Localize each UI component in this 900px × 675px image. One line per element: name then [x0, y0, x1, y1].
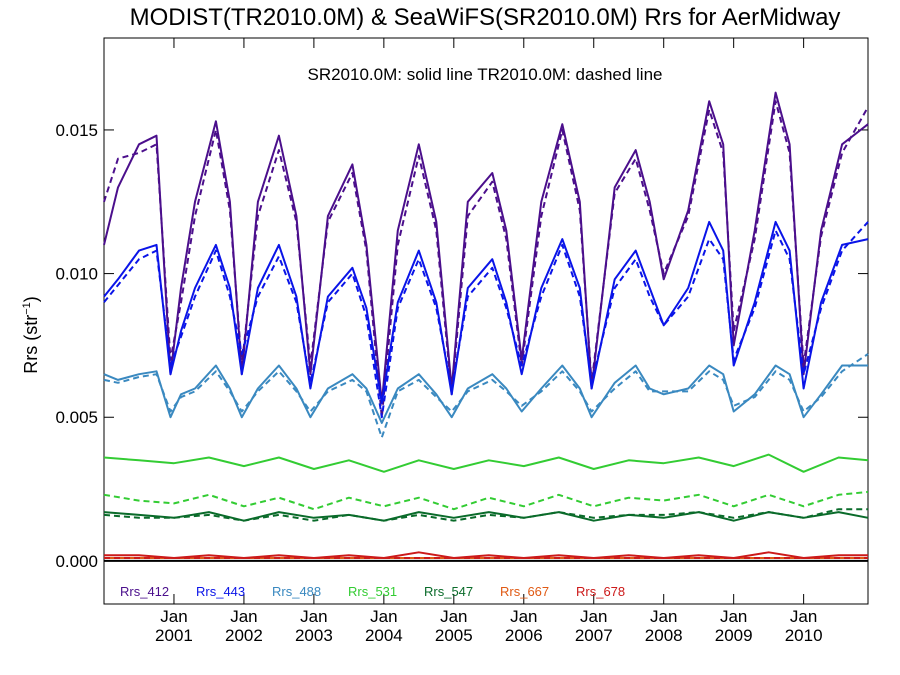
plot-layer: 0.0000.0050.0100.015Jan2001Jan2002Jan200…: [55, 37, 869, 645]
series-line-rrs-488-solid: [103, 364, 868, 424]
series-line-rrs-412-solid: [103, 91, 869, 404]
x-tick-label-month: Jan: [230, 607, 257, 626]
legend-entry-rrs-443: Rrs_443: [196, 584, 245, 599]
series-line-rrs-412-dashed: [103, 100, 869, 419]
series-line-rrs-531-dashed: [103, 490, 869, 511]
legend-entry-rrs-531: Rrs_531: [348, 584, 397, 599]
x-tick-label-year: 2010: [785, 626, 823, 645]
x-tick-label-year: 2004: [365, 626, 403, 645]
x-tick-label-month: Jan: [790, 607, 817, 626]
x-tick-label-month: Jan: [440, 607, 467, 626]
x-tick-label-year: 2001: [155, 626, 193, 645]
chart-subtitle: SR2010.0M: solid line TR2010.0M: dashed …: [307, 65, 662, 84]
series-line-rrs-547-solid: [103, 511, 869, 522]
x-tick-label-year: 2005: [435, 626, 473, 645]
y-axis-label-suffix: ): [21, 296, 41, 302]
y-tick-label: 0.005: [55, 408, 98, 427]
x-tick-label-year: 2006: [505, 626, 543, 645]
x-tick-label-year: 2007: [575, 626, 613, 645]
legend-entry-rrs-547: Rrs_547: [424, 584, 473, 599]
x-tick-label-year: 2003: [295, 626, 333, 645]
series-line-rrs-678-solid: [104, 551, 868, 559]
legend-entry-rrs-412: Rrs_412: [120, 584, 169, 599]
x-tick-label-month: Jan: [650, 607, 677, 626]
y-tick-label: 0.015: [55, 121, 98, 140]
series-line-rrs-443-dashed: [103, 221, 869, 419]
x-tick-label-month: Jan: [580, 607, 607, 626]
legend-entry-rrs-678: Rrs_678: [576, 584, 625, 599]
x-tick-label-month: Jan: [300, 607, 327, 626]
y-axis-label: Rrs (str−1): [21, 296, 41, 374]
series-line-rrs-488-dashed: [103, 353, 869, 439]
x-tick-label-month: Jan: [370, 607, 397, 626]
x-tick-label-year: 2008: [645, 626, 683, 645]
x-tick-label-month: Jan: [160, 607, 187, 626]
x-tick-label-month: Jan: [720, 607, 747, 626]
x-tick-label-year: 2002: [225, 626, 263, 645]
legend-entry-rrs-488: Rrs_488: [272, 584, 321, 599]
series-line-rrs-531-solid: [103, 453, 869, 473]
x-tick-label-month: Jan: [510, 607, 537, 626]
x-tick-label-year: 2009: [715, 626, 753, 645]
y-tick-label: 0.010: [55, 265, 98, 284]
plot-frame: [103, 37, 869, 605]
y-tick-label: 0.000: [55, 552, 98, 571]
y-axis-label-main: Rrs (str: [21, 315, 41, 374]
y-axis-label-sup: −1: [21, 302, 33, 315]
legend-entry-rrs-667: Rrs_667: [500, 584, 549, 599]
chart-title: MODIST(TR2010.0M) & SeaWiFS(SR2010.0M) R…: [130, 4, 841, 31]
